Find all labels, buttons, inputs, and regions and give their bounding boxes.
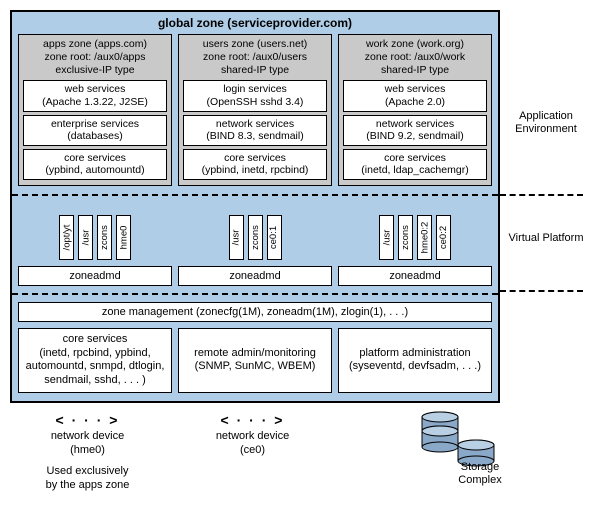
- zone-header: users zone (users.net) zone root: /aux0/…: [183, 38, 327, 77]
- zone-iptype: shared-IP type: [221, 64, 289, 76]
- vbar: /usr: [379, 215, 394, 260]
- global-zone-box: global zone (serviceprovider.com) apps z…: [10, 10, 500, 403]
- bottom-row: core services (inetd, rpcbind, ypbind, a…: [18, 328, 492, 393]
- diagram-root: global zone (serviceprovider.com) apps z…: [10, 10, 583, 492]
- vp-col: /usr zcons hme0:2 ce0:2 zoneadmd: [338, 202, 492, 286]
- svc-box: core services(ypbind, inetd, rpcbind): [183, 149, 327, 180]
- arrow-icon: < · · · >: [10, 411, 165, 429]
- arrow-icon: < · · · >: [175, 411, 330, 429]
- svc-box: network services(BIND 8.3, sendmail): [183, 115, 327, 146]
- zone-root: zone root: /aux0/apps: [45, 51, 146, 63]
- network-device-hme0: < · · · > network device (hme0) Used exc…: [10, 411, 165, 492]
- zone-name: work zone (work.org): [366, 38, 464, 50]
- side-label-app-env: Application Environment: [506, 110, 586, 136]
- vbar: zcons: [398, 215, 413, 260]
- vbars: /opt/yt /usr zcons hme0: [59, 202, 131, 260]
- zone-header: apps zone (apps.com) zone root: /aux0/ap…: [23, 38, 167, 77]
- svc-box: login services(OpenSSH sshd 3.4): [183, 80, 327, 111]
- vbar: ce0:1: [267, 215, 282, 260]
- vbar: /usr: [78, 215, 93, 260]
- zone-iptype: exclusive-IP type: [55, 64, 134, 76]
- svc-box: web services(Apache 2.0): [343, 80, 487, 111]
- dashed-separator: [12, 194, 498, 196]
- zone-root: zone root: /aux0/users: [203, 51, 307, 63]
- platform-admin-box: platform administration (syseventd, devf…: [338, 328, 492, 393]
- zones-row: apps zone (apps.com) zone root: /aux0/ap…: [18, 34, 492, 186]
- zoneadmd-box: zoneadmd: [338, 266, 492, 286]
- below-row: < · · · > network device (hme0) Used exc…: [10, 411, 500, 492]
- vbar: /opt/yt: [59, 215, 74, 260]
- zone-work: work zone (work.org) zone root: /aux0/wo…: [338, 34, 492, 186]
- svc-box: core services(ypbind, automountd): [23, 149, 167, 180]
- vbar: hme0: [116, 215, 131, 260]
- side-dash: [500, 194, 583, 196]
- global-zone-title: global zone (serviceprovider.com): [18, 16, 492, 30]
- side-label-virtual-platform: Virtual Platform: [506, 232, 586, 245]
- storage-label: Storage Complex: [450, 461, 510, 487]
- vbar: zcons: [97, 215, 112, 260]
- core-services-box: core services (inetd, rpcbind, ypbind, a…: [18, 328, 172, 393]
- remote-admin-box: remote admin/monitoring (SNMP, SunMC, WB…: [178, 328, 332, 393]
- dashed-separator: [12, 293, 498, 295]
- vbar: ce0:2: [436, 215, 451, 260]
- svc-box: network services(BIND 9.2, sendmail): [343, 115, 487, 146]
- zoneadmd-box: zoneadmd: [18, 266, 172, 286]
- svc-box: enterprise services(databases): [23, 115, 167, 146]
- disk-icon: [420, 425, 460, 453]
- zone-name: apps zone (apps.com): [43, 38, 147, 50]
- svc-box: web services(Apache 1.3.22, J2SE): [23, 80, 167, 111]
- svc-box: core services(inetd, ldap_cachemgr): [343, 149, 487, 180]
- zone-management-box: zone management (zonecfg(1M), zoneadm(1M…: [18, 302, 492, 322]
- zoneadmd-box: zoneadmd: [178, 266, 332, 286]
- zone-apps: apps zone (apps.com) zone root: /aux0/ap…: [18, 34, 172, 186]
- zone-users: users zone (users.net) zone root: /aux0/…: [178, 34, 332, 186]
- zone-header: work zone (work.org) zone root: /aux0/wo…: [343, 38, 487, 77]
- vp-col: /usr zcons ce0:1 zoneadmd: [178, 202, 332, 286]
- network-device-ce0: < · · · > network device (ce0): [175, 411, 330, 492]
- vbar: /usr: [229, 215, 244, 260]
- vp-col: /opt/yt /usr zcons hme0 zoneadmd: [18, 202, 172, 286]
- virtual-platform-row: /opt/yt /usr zcons hme0 zoneadmd /usr zc…: [18, 202, 492, 286]
- zone-root: zone root: /aux0/work: [365, 51, 465, 63]
- vbars: /usr zcons ce0:1: [229, 202, 282, 260]
- zone-iptype: shared-IP type: [381, 64, 449, 76]
- vbar: hme0:2: [417, 215, 432, 260]
- side-dash: [500, 290, 583, 292]
- vbars: /usr zcons hme0:2 ce0:2: [379, 202, 451, 260]
- zone-name: users zone (users.net): [203, 38, 307, 50]
- vbar: zcons: [248, 215, 263, 260]
